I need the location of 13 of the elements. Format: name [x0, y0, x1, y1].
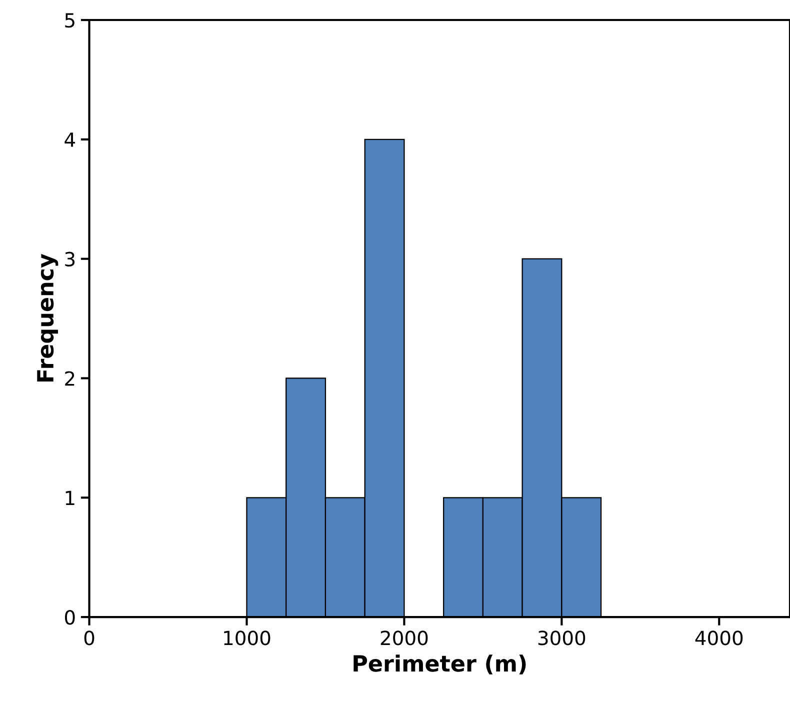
x-tick-label: 2000 — [380, 630, 428, 646]
x-tick-label: 1000 — [224, 630, 270, 646]
x-axis-title: Perimeter (m) — [354, 654, 526, 674]
y-axis-title: Frequency — [37, 254, 58, 382]
y-tick-label: 4 — [64, 132, 75, 147]
y-tick-label: 3 — [65, 252, 75, 266]
y-tick-label: 2 — [65, 371, 74, 386]
x-tick-label: 3000 — [538, 630, 586, 646]
y-tick-label: 5 — [65, 13, 74, 28]
x-tick-label: 4000 — [695, 630, 743, 646]
y-tick-label: 1 — [66, 490, 74, 506]
x-tick-label: 0 — [84, 630, 94, 646]
y-tick-label: 0 — [64, 610, 75, 625]
